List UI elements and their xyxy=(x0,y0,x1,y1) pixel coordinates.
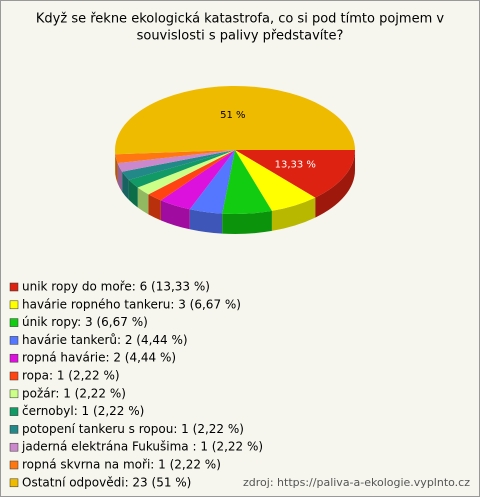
slice xyxy=(189,150,235,214)
legend-label: požár: 1 (2,22 %) xyxy=(22,386,126,400)
slice xyxy=(115,150,235,164)
chart-title: Když se řekne ekologická katastrofa, co … xyxy=(36,12,444,27)
legend-label: havárie ropného tankeru: 3 (6,67 %) xyxy=(22,297,241,311)
legend-swatch xyxy=(9,318,19,327)
slice-side xyxy=(128,179,138,208)
slice-side xyxy=(148,194,161,221)
slice xyxy=(117,150,235,172)
legend-label: havárie tankerů: 2 (4,44 %) xyxy=(22,333,188,347)
slice xyxy=(235,150,316,211)
legend-swatch xyxy=(9,371,19,381)
slice-side xyxy=(189,209,223,234)
legend-swatch xyxy=(9,282,19,292)
slice xyxy=(222,150,272,214)
slice-side xyxy=(271,197,316,231)
slice xyxy=(128,150,235,188)
legend-swatch xyxy=(9,389,19,399)
legend-swatch xyxy=(9,425,19,434)
legend-label: ropná skvrna na moři: 1 (2,22 %) xyxy=(22,458,221,472)
slice-side xyxy=(122,171,129,200)
legend-swatch xyxy=(9,353,19,363)
slice xyxy=(235,150,355,198)
slice-side xyxy=(115,154,118,184)
slice xyxy=(115,86,356,155)
chart-title: souvislosti s palivy představíte? xyxy=(137,29,344,44)
slice xyxy=(122,150,235,180)
legend-swatch xyxy=(9,407,19,416)
legend-swatch xyxy=(9,478,19,488)
legend-label: ropná havárie: 2 (4,44 %) xyxy=(22,351,176,365)
legend-label: ropa: 1 (2,22 %) xyxy=(22,369,120,383)
slice-side xyxy=(315,150,355,218)
slice-side xyxy=(137,187,149,215)
legend-label: černobyl: 1 (2,22 %) xyxy=(22,404,144,418)
legend-swatch xyxy=(9,442,19,452)
data-label: 13,33 % xyxy=(275,159,316,170)
slice-side xyxy=(160,200,190,230)
data-label: 51 % xyxy=(220,110,245,121)
slice-side xyxy=(117,163,123,192)
source: zdroj: https://paliva-a-ekologie.vyplnto… xyxy=(243,476,470,489)
legend-swatch xyxy=(9,336,19,345)
slice-side xyxy=(222,210,272,234)
legend-swatch xyxy=(9,300,19,310)
slice xyxy=(137,150,235,195)
legend-swatch xyxy=(9,460,19,470)
slice xyxy=(160,150,235,210)
legend-label: jaderná elektrána Fukušima : 1 (2,22 %) xyxy=(21,440,263,454)
slice xyxy=(148,150,235,201)
legend-label: Ostatní odpovědi: 23 (51 %) xyxy=(22,475,191,489)
legend-label: únik ropy: 3 (6,67 %) xyxy=(22,315,148,329)
legend-label: potopení tankeru s ropou: 1 (2,22 %) xyxy=(22,422,244,436)
legend-label: unik ropy do moře: 6 (13,33 %) xyxy=(22,280,210,294)
